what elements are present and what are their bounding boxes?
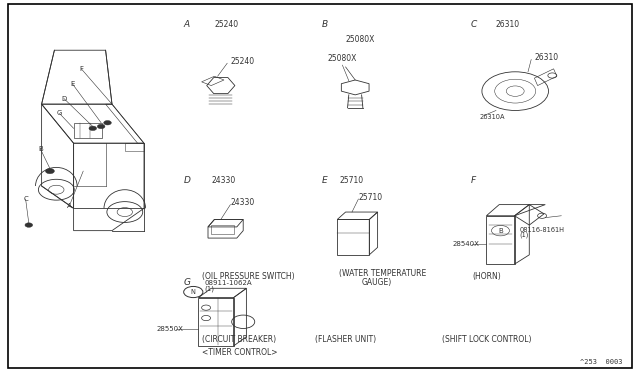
Text: GAUGE): GAUGE) (362, 278, 392, 287)
Circle shape (97, 124, 105, 129)
Bar (125, 143, 144, 151)
Text: 25080X: 25080X (346, 35, 375, 44)
Text: 25240: 25240 (230, 57, 255, 66)
Text: 28540X: 28540X (452, 241, 479, 247)
Text: (CIRCUIT BREAKER): (CIRCUIT BREAKER) (202, 335, 276, 344)
Text: (1): (1) (205, 286, 215, 292)
Text: 08116-8161H: 08116-8161H (520, 227, 564, 232)
Text: G: G (184, 278, 191, 287)
Text: (1): (1) (520, 232, 529, 238)
Text: A: A (67, 203, 72, 209)
Text: B: B (38, 146, 43, 152)
Text: 26310: 26310 (534, 53, 559, 62)
Text: N: N (191, 289, 196, 295)
Text: D: D (184, 176, 191, 185)
Text: (SHIFT LOCK CONTROL): (SHIFT LOCK CONTROL) (442, 335, 531, 344)
Circle shape (45, 169, 54, 174)
Text: (FLASHER UNIT): (FLASHER UNIT) (315, 335, 376, 344)
Text: (OIL PRESSURE SWITCH): (OIL PRESSURE SWITCH) (202, 272, 294, 280)
Bar (74, 123, 102, 138)
Text: G: G (57, 110, 62, 116)
Text: 24330: 24330 (230, 198, 255, 207)
Text: 24330: 24330 (211, 176, 236, 185)
Text: D: D (61, 96, 67, 102)
Text: C: C (23, 196, 28, 202)
Circle shape (104, 121, 111, 125)
Text: 25080X: 25080X (328, 54, 357, 63)
Text: E: E (321, 176, 327, 185)
Text: 08911-1062A: 08911-1062A (205, 280, 252, 286)
Circle shape (89, 126, 97, 131)
Text: 26310A: 26310A (480, 114, 506, 120)
Text: A: A (184, 20, 190, 29)
Text: 25710: 25710 (358, 193, 383, 202)
Text: <TIMER CONTROL>: <TIMER CONTROL> (202, 348, 277, 357)
Text: F: F (79, 66, 83, 72)
Text: E: E (70, 81, 74, 87)
Text: C: C (470, 20, 477, 29)
Text: 26310: 26310 (496, 20, 520, 29)
Text: (WATER TEMPERATURE: (WATER TEMPERATURE (339, 269, 426, 278)
Text: (HORN): (HORN) (472, 272, 500, 280)
Text: 25240: 25240 (214, 20, 239, 29)
Text: B: B (498, 228, 503, 234)
Text: F: F (470, 176, 476, 185)
Text: B: B (321, 20, 328, 29)
Circle shape (25, 223, 33, 227)
Text: 28550X: 28550X (157, 326, 184, 332)
Text: 25710: 25710 (339, 176, 364, 185)
Text: ^253  0003: ^253 0003 (580, 359, 623, 365)
